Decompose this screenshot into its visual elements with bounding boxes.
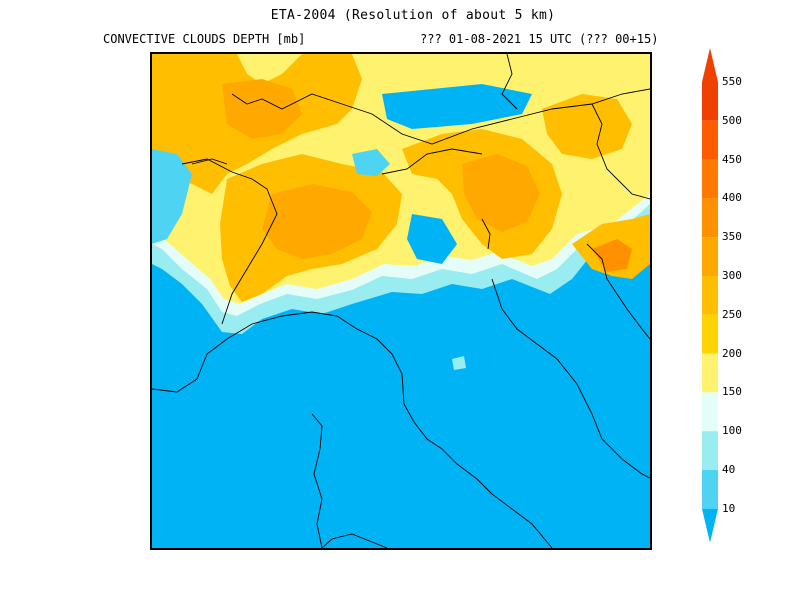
mass-northeast — [542, 94, 632, 159]
colorbar-segment-400 — [702, 198, 718, 238]
colorbar-segment-40 — [702, 470, 718, 509]
map-title: ETA-2004 (Resolution of about 5 km) — [270, 8, 556, 23]
colorbar — [700, 44, 790, 556]
colorbar-label: 200 — [722, 346, 742, 360]
colorbar-svg — [702, 48, 718, 543]
croatia-coast — [586, 243, 650, 340]
cloud-depth-field — [152, 54, 650, 370]
italian-west-coast — [152, 311, 553, 548]
colorbar-segment-250 — [702, 314, 718, 354]
colorbar-label: 300 — [722, 269, 742, 282]
colorbar-segment-150 — [702, 392, 718, 432]
gap-austria — [382, 84, 532, 129]
core-west — [262, 184, 372, 259]
colorbar-label: 450 — [722, 152, 742, 166]
colorbar-segment-300 — [702, 276, 718, 315]
colorbar-segment-500 — [702, 120, 718, 160]
map-canvas — [152, 54, 650, 548]
italian-east-coast — [491, 278, 650, 479]
colorbar-segment-350 — [702, 237, 718, 276]
colorbar-label: 250 — [722, 307, 742, 321]
colorbar-segment-550 — [702, 82, 718, 121]
gap-switzerland — [352, 149, 390, 176]
colorbar-label: 500 — [722, 113, 742, 127]
slovenia-border — [591, 103, 650, 200]
forecast-time-label: ??? 01-08-2021 15 UTC (??? 00+15) — [420, 32, 659, 46]
colorbar-label: 40 — [722, 463, 736, 476]
colorbar-label: 100 — [722, 424, 742, 438]
lake-garda — [481, 218, 491, 250]
spot-po-valley — [452, 356, 466, 370]
colorbar-label: 550 — [722, 75, 742, 88]
core-east — [462, 154, 540, 232]
sardinia-coast — [321, 533, 388, 548]
french-border — [181, 158, 278, 325]
colorbar-top-arrow — [702, 48, 718, 82]
colorbar-segment-100 — [702, 431, 718, 470]
swiss-border — [381, 148, 483, 175]
corsica-coast — [311, 413, 323, 548]
colorbar-label: 350 — [722, 230, 742, 244]
field-label: CONVECTIVE CLOUDS DEPTH [mb] — [103, 32, 306, 46]
colorbar-label: 400 — [722, 191, 742, 205]
core-north — [222, 79, 302, 139]
alpine-border — [231, 88, 650, 145]
colorbar-label: 10 — [722, 501, 736, 515]
coastlines-borders — [152, 54, 650, 548]
colorbar-segment-200 — [702, 353, 718, 393]
lake-geneva — [191, 158, 228, 165]
core-slovenia — [592, 239, 632, 272]
german-border — [501, 54, 518, 110]
colorbar-segment-450 — [702, 159, 718, 199]
gap-france — [152, 149, 192, 244]
forecast-map — [150, 52, 652, 550]
colorbar-bottom-arrow — [702, 508, 718, 543]
colorbar-label: 150 — [722, 385, 742, 399]
gap-lake-region — [407, 214, 457, 264]
